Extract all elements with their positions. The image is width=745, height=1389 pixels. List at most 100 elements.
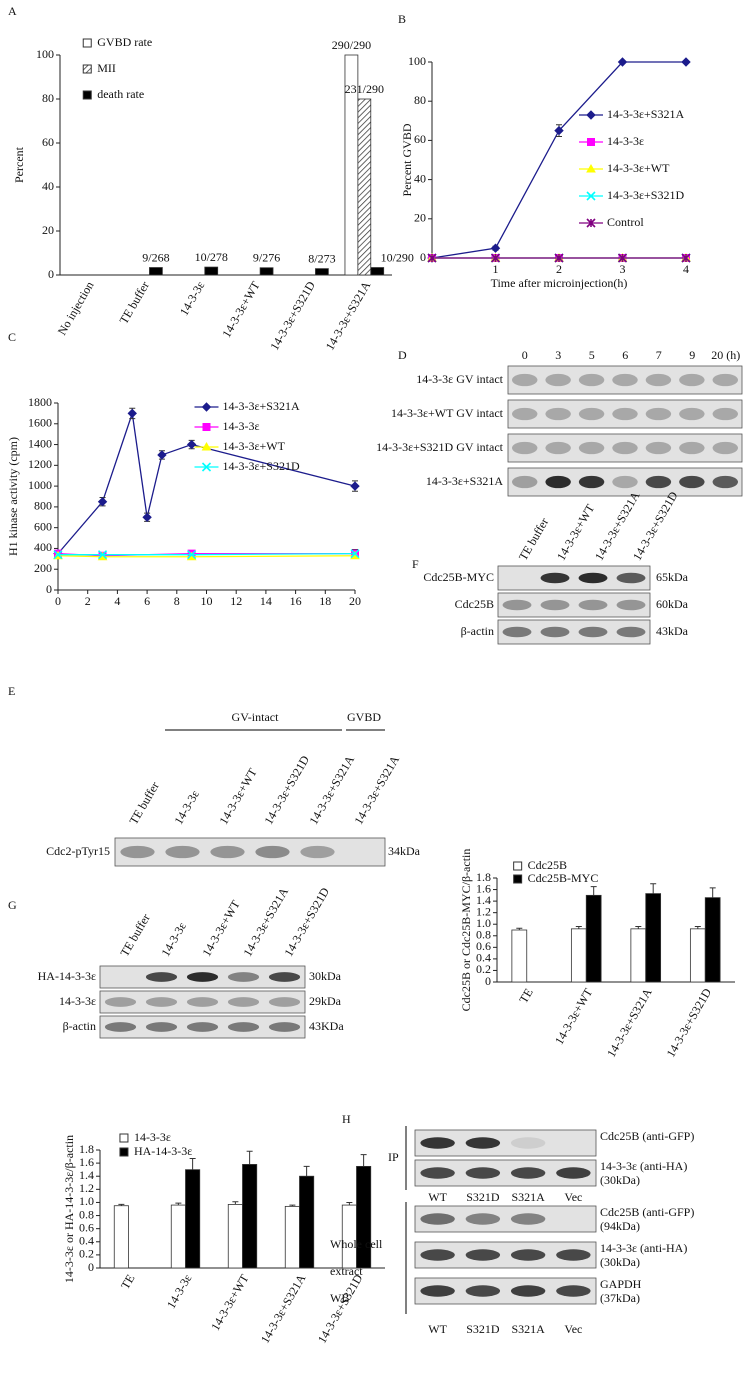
- x-tick-label: 14-3-3ε+WT: [552, 985, 596, 1047]
- lane-label: 0: [522, 348, 528, 362]
- error-bar: [346, 1201, 353, 1206]
- blot-band: [556, 1167, 591, 1179]
- x-tick-label: TE buffer: [116, 279, 152, 327]
- blot-band: [420, 1249, 455, 1261]
- y-axis-label: 14-3-3ε or HA-14-3-3ε/β-actin: [62, 1135, 76, 1283]
- blot-band: [679, 407, 705, 421]
- marker: [490, 253, 501, 263]
- blot-band: [616, 599, 646, 611]
- blot-band: [145, 1022, 178, 1032]
- blot-band: [502, 626, 532, 638]
- blot-band: [545, 407, 571, 421]
- legend-swatch: [119, 1147, 129, 1157]
- lane-label: 14-3-3ε+WT: [554, 501, 598, 563]
- error-bar: [175, 1202, 182, 1206]
- bar: [645, 893, 662, 983]
- blot-band: [510, 1249, 546, 1261]
- y-tick-label: 1.6: [79, 1155, 94, 1169]
- row-label: HA-14-3-3ε: [38, 969, 96, 983]
- blot-band: [556, 1249, 591, 1261]
- blot-band: [645, 475, 672, 489]
- panel-label: H: [342, 1112, 351, 1126]
- bar: [356, 1165, 372, 1269]
- error-bar: [635, 926, 642, 929]
- row-label: Cdc25B (anti-GFP): [600, 1129, 694, 1143]
- y-tick-label: 0.8: [79, 1207, 94, 1221]
- panel-label: C: [8, 330, 16, 344]
- lane-label: 14-3-3ε: [171, 788, 202, 827]
- legend-label: HA-14-3-3ε: [134, 1144, 192, 1158]
- blot-band: [679, 441, 705, 455]
- y-tick-label: 40: [414, 171, 426, 185]
- legend-swatch: [119, 1133, 129, 1143]
- marker: [681, 253, 691, 263]
- legend-label: 14-3-3ε+S321D: [223, 459, 300, 473]
- x-tick-label: 14-3-3ε+S321A: [258, 1272, 309, 1346]
- x-tick-label: 14: [260, 594, 272, 608]
- marker: [587, 138, 595, 146]
- blot-band: [712, 373, 738, 387]
- section-label: WB: [330, 1291, 349, 1305]
- bar: [299, 1175, 315, 1269]
- y-tick-label: 1000: [28, 478, 52, 492]
- panel-label: A: [8, 4, 17, 18]
- size-label: 65kDa: [656, 570, 689, 584]
- marker: [554, 253, 564, 263]
- legend-label: 14-3-3ε+WT: [607, 161, 670, 175]
- lane-label: S321A: [511, 1190, 545, 1204]
- blot-strip: [507, 365, 743, 395]
- blot-band: [645, 441, 672, 455]
- y-tick-label: 0.6: [79, 1220, 94, 1234]
- blot-band: [616, 626, 646, 638]
- bar: [242, 1164, 258, 1269]
- blot-band: [510, 1167, 546, 1179]
- panel-label: E: [8, 684, 15, 698]
- lane-label: 3: [555, 348, 561, 362]
- blot-band: [420, 1167, 455, 1179]
- section-label: extract: [330, 1264, 363, 1278]
- blot-strip: [507, 433, 743, 463]
- y-tick-label: 1.6: [476, 881, 491, 895]
- blot-band: [465, 1285, 501, 1297]
- blot-band: [512, 441, 538, 455]
- x-tick-label: 1: [493, 262, 499, 276]
- bar: [357, 98, 372, 276]
- lane-label: Vec: [564, 1322, 582, 1336]
- lane-label: S321D: [466, 1322, 500, 1336]
- legend-label: death rate: [97, 87, 144, 101]
- marker: [157, 450, 167, 460]
- bar: [570, 928, 587, 983]
- error-bar: [590, 886, 597, 896]
- x-tick-label: 3: [620, 262, 626, 276]
- bar: [284, 1205, 300, 1269]
- row-label: Cdc25B-MYC: [423, 570, 494, 584]
- row-label: 14-3-3ε (anti-HA): [600, 1241, 687, 1255]
- y-tick-label: 80: [414, 93, 426, 107]
- y-tick-label: 80: [42, 91, 54, 105]
- blot-band: [578, 572, 608, 584]
- blot-band: [510, 1285, 546, 1297]
- error-bar: [189, 1158, 196, 1170]
- blot-strip: [99, 990, 306, 1014]
- y-tick-label: 600: [34, 519, 52, 533]
- row-label: (30kDa): [600, 1255, 640, 1269]
- x-tick-label: 14-3-3ε+WT: [208, 1271, 252, 1333]
- section-label: Whole cell: [330, 1237, 383, 1251]
- blot-band: [612, 373, 638, 387]
- error-bar: [232, 1201, 239, 1205]
- value-label: 9/268: [142, 250, 169, 264]
- y-tick-label: 0: [420, 250, 426, 264]
- row-label: Cdc2-pTyr15: [46, 844, 110, 858]
- error-bar: [303, 1165, 310, 1177]
- blot-band: [712, 407, 738, 421]
- x-axis-label: Time after microinjection(h): [491, 276, 628, 290]
- blot-band: [465, 1213, 501, 1225]
- blot-band: [420, 1137, 455, 1149]
- marker: [127, 408, 137, 419]
- y-tick-label: 0.6: [476, 939, 491, 953]
- y-tick-label: 20: [414, 211, 426, 225]
- line: [58, 552, 356, 556]
- legend-swatch: [82, 90, 92, 100]
- blot-strip: [114, 837, 386, 867]
- y-tick-label: 200: [34, 561, 52, 575]
